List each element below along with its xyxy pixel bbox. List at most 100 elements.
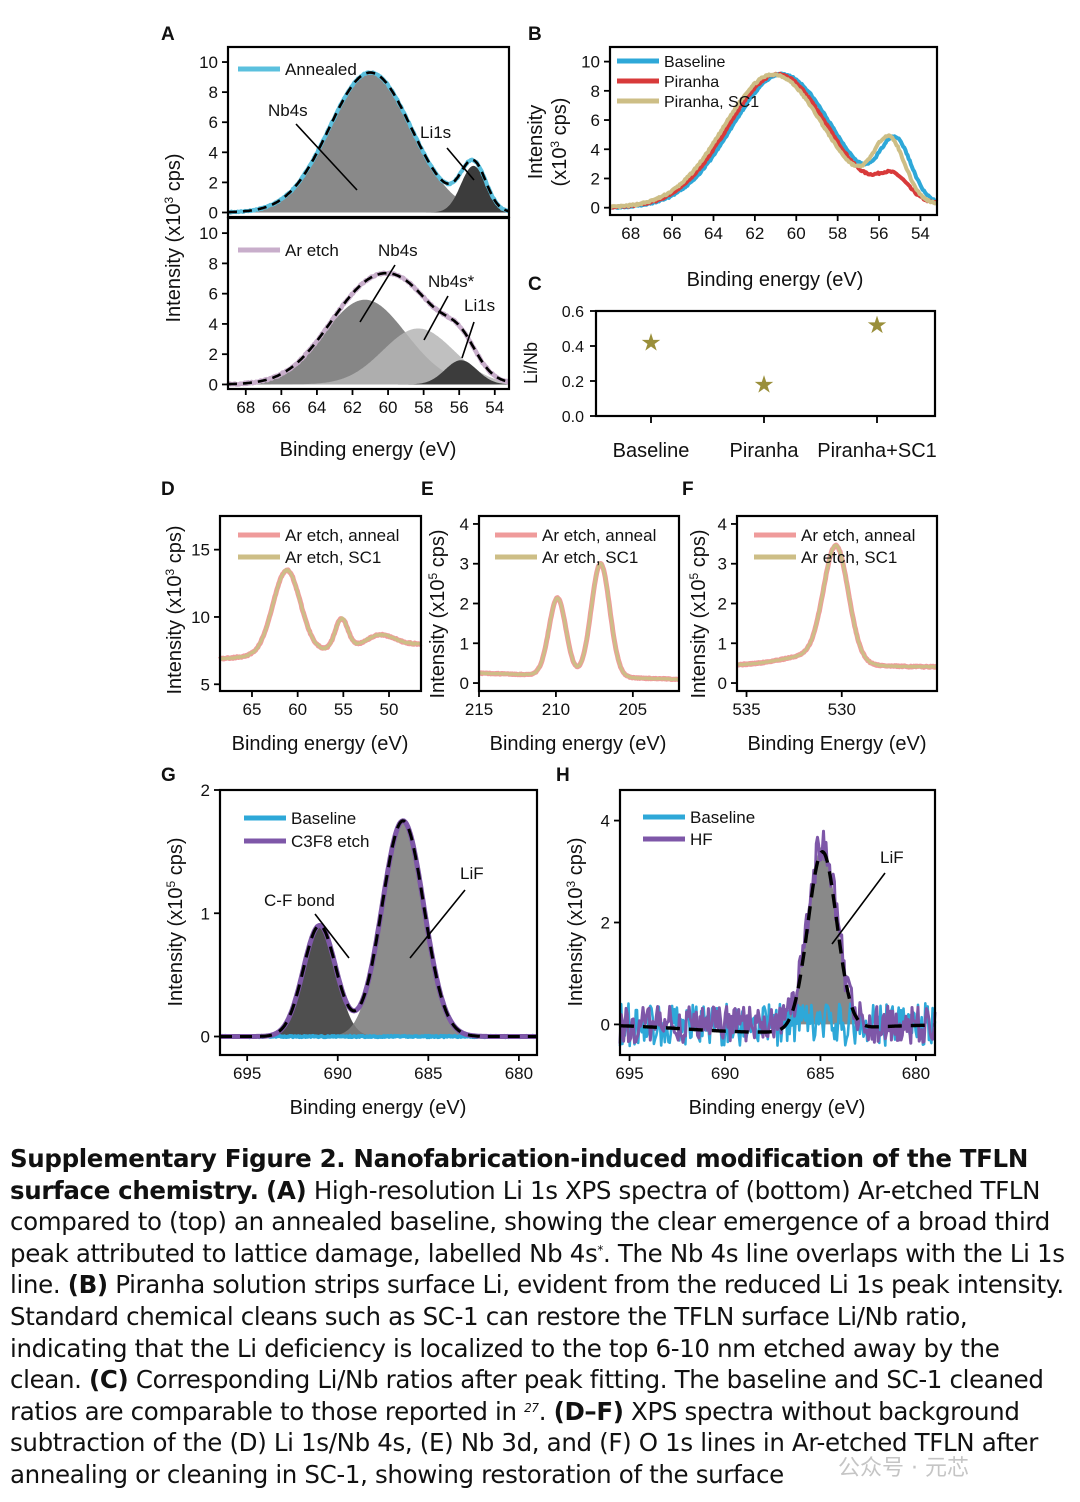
series-trace-baseline: [608, 71, 939, 210]
plot-frame: [594, 309, 937, 418]
caption-text-a2: . The Nb 4s line overlaps with the Li 1s…: [10, 1238, 1065, 1300]
series-trace-piranha-sc-: [608, 72, 938, 210]
x-axis-label: Binding energy (eV): [490, 733, 667, 755]
caption-text-b: Piranha solution strips surface Li, evid…: [10, 1270, 1064, 1395]
data-point-star: ★: [640, 330, 662, 357]
y-tick-label: 1: [718, 634, 727, 653]
caption-title: Supplementary Figure 2. Nanofabrication-…: [10, 1144, 1028, 1205]
watermark: 公众号 · 元芯: [838, 1456, 969, 1481]
figure-caption: Supplementary Figure 2. Nanofabrication-…: [10, 1143, 1076, 1491]
panel-label: G: [161, 765, 176, 786]
y-tick-label: 3: [718, 555, 727, 574]
y-tick-label: 0: [209, 203, 218, 222]
x-tick-label: 64: [704, 224, 723, 243]
caption-sup-a: *: [597, 1242, 604, 1257]
nb4s-star-fit-area: [228, 328, 509, 385]
y-tick-label: 4: [718, 515, 727, 534]
x-tick-label: 56: [870, 224, 889, 243]
x-tick-label: 58: [828, 224, 847, 243]
sc1-trace: [478, 562, 680, 681]
annotation-nb4s: Nb4s: [378, 241, 418, 260]
y-axis-label: Intensity (x103 cps): [564, 838, 587, 1007]
y-tick-label: 6: [209, 113, 218, 132]
legend-label: Piranha, SC1: [664, 94, 759, 111]
y-tick-label: 2: [460, 595, 469, 614]
y-tick-label: 0: [201, 1028, 210, 1047]
li1s-fit-area: [228, 360, 509, 385]
y-tick-label: 0.0: [562, 409, 584, 426]
anneal-trace: [477, 561, 681, 683]
x-tick-label: 60: [288, 700, 307, 719]
panel-label: E: [421, 479, 434, 500]
y-tick-label: 10: [191, 608, 210, 627]
legend-label: Ar etch, SC1: [542, 548, 638, 567]
y-tick-label: 4: [591, 140, 600, 159]
legend-label: Annealed: [285, 60, 357, 79]
y-axis-label: Intensity (x103 cps): [162, 154, 185, 323]
caption-text-c2: .: [538, 1396, 547, 1426]
annotation-li1s: Li1s: [420, 123, 451, 142]
legend-label: Piranha: [664, 74, 719, 91]
plot-frame: [608, 45, 939, 217]
legend-label: Baseline: [690, 808, 755, 827]
data-point-star: ★: [866, 312, 888, 339]
caption-label-df: (D–F): [553, 1396, 624, 1426]
y-tick-label: 4: [209, 143, 218, 162]
annotation-lif: LiF: [880, 848, 904, 867]
x-tick-label: 64: [307, 398, 326, 417]
x-tick-label: 50: [380, 700, 399, 719]
panel-label: B: [528, 24, 542, 45]
y-tick-label: 3: [460, 555, 469, 574]
legend-label: Ar etch: [285, 241, 339, 260]
x-tick-label: 54: [485, 398, 504, 417]
x-tick-label: 60: [379, 398, 398, 417]
y-tick-label: 10: [199, 224, 218, 243]
annotation-leader: [446, 147, 475, 181]
legend-label: Baseline: [664, 54, 725, 71]
x-tick-label: 210: [542, 700, 570, 719]
y-tick-label: 0: [591, 199, 600, 218]
data-point-star: ★: [753, 372, 775, 399]
y-tick-label: 2: [601, 914, 610, 933]
legend-label: Baseline: [291, 809, 356, 828]
x-tick-label: 695: [615, 1064, 643, 1083]
annotation-cf-bond: C-F bond: [264, 891, 335, 910]
fit-envelope: [227, 271, 510, 386]
caption-text-df: XPS spectra without background subtracti…: [10, 1396, 1038, 1489]
y-tick-label: 15: [191, 541, 210, 560]
y-tick-label: 6: [591, 111, 600, 130]
y-tick-label: 1: [201, 904, 210, 923]
x-tick-label: 68: [621, 224, 640, 243]
annotation-nb4s: Nb4s: [268, 101, 308, 120]
legend-label: Ar etch, SC1: [285, 548, 381, 567]
caption-label-c: (C): [89, 1365, 129, 1395]
y-tick-label: 4: [209, 315, 218, 334]
y-axis-label: Intensity: [525, 105, 547, 179]
panel-label: A: [161, 24, 175, 45]
x-axis-label: Binding energy (eV): [232, 733, 409, 755]
y-tick-label: 0.4: [562, 339, 584, 356]
caption-label-b: (B): [67, 1270, 108, 1300]
y-tick-label: 2: [718, 595, 727, 614]
x-tick-label: 65: [243, 700, 262, 719]
y-axis-label: (x103 cps): [548, 98, 571, 187]
y-tick-label: 2: [209, 345, 218, 364]
x-tick-label: 205: [619, 700, 647, 719]
x-axis-label: Binding energy (eV): [687, 269, 864, 291]
y-tick-label: 2: [201, 781, 210, 800]
x-tick-label: 54: [911, 224, 930, 243]
fit-envelope: [619, 850, 936, 1034]
fit-envelope: [227, 71, 510, 214]
annotation-leader: [409, 889, 466, 959]
x-tick-label: 530: [828, 700, 856, 719]
caption-text-c: Corresponding Li/Nb ratios after peak fi…: [10, 1365, 1044, 1426]
y-tick-label: 10: [199, 53, 218, 72]
x-tick-label: 680: [902, 1064, 930, 1083]
x-tick-label: 62: [343, 398, 362, 417]
y-tick-label: 8: [591, 82, 600, 101]
annotation-leader: [831, 872, 886, 945]
panel-label: H: [556, 765, 570, 786]
category-label: Piranha+SC1: [817, 440, 937, 462]
x-tick-label: 215: [465, 700, 493, 719]
sc1-trace: [219, 568, 422, 661]
